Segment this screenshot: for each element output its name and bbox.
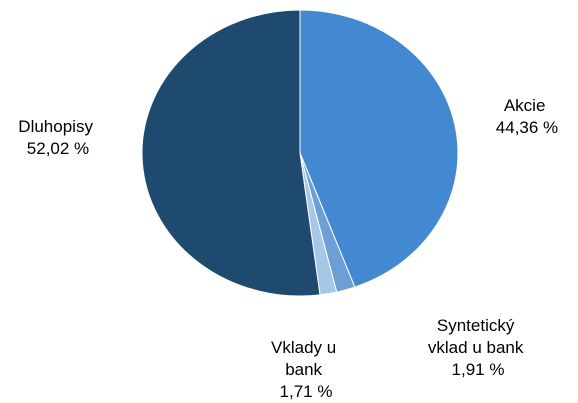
label-vklady-u-bank: Vklady u bank 1,71 % (271, 338, 341, 401)
label-akcie-name: Akcie (504, 96, 546, 115)
label-synteticky-line1: Syntetický (437, 316, 515, 335)
slice-dluhopisy (141, 9, 321, 297)
slice-akcie (299, 9, 459, 288)
label-synteticky-vklad: Syntetický vklad u bank 1,91 % (428, 316, 528, 379)
label-akcie-value: 44,36 % (496, 118, 558, 137)
label-vklady-value: 1,71 % (280, 382, 333, 401)
label-synteticky-line2: vklad u bank (428, 338, 524, 357)
pie-slices (141, 9, 459, 297)
label-dluhopisy-value: 52,02 % (27, 139, 89, 158)
label-akcie: Akcie 44,36 % (496, 96, 558, 137)
label-dluhopisy: Dluhopisy 52,02 % (18, 117, 97, 158)
label-synteticky-value: 1,91 % (452, 360, 505, 379)
label-dluhopisy-name: Dluhopisy (18, 117, 93, 136)
label-vklady-line2: bank (285, 360, 322, 379)
label-vklady-line1: Vklady u (271, 338, 336, 357)
pie-labels: Akcie 44,36 % Syntetický vklad u bank 1,… (18, 96, 558, 401)
